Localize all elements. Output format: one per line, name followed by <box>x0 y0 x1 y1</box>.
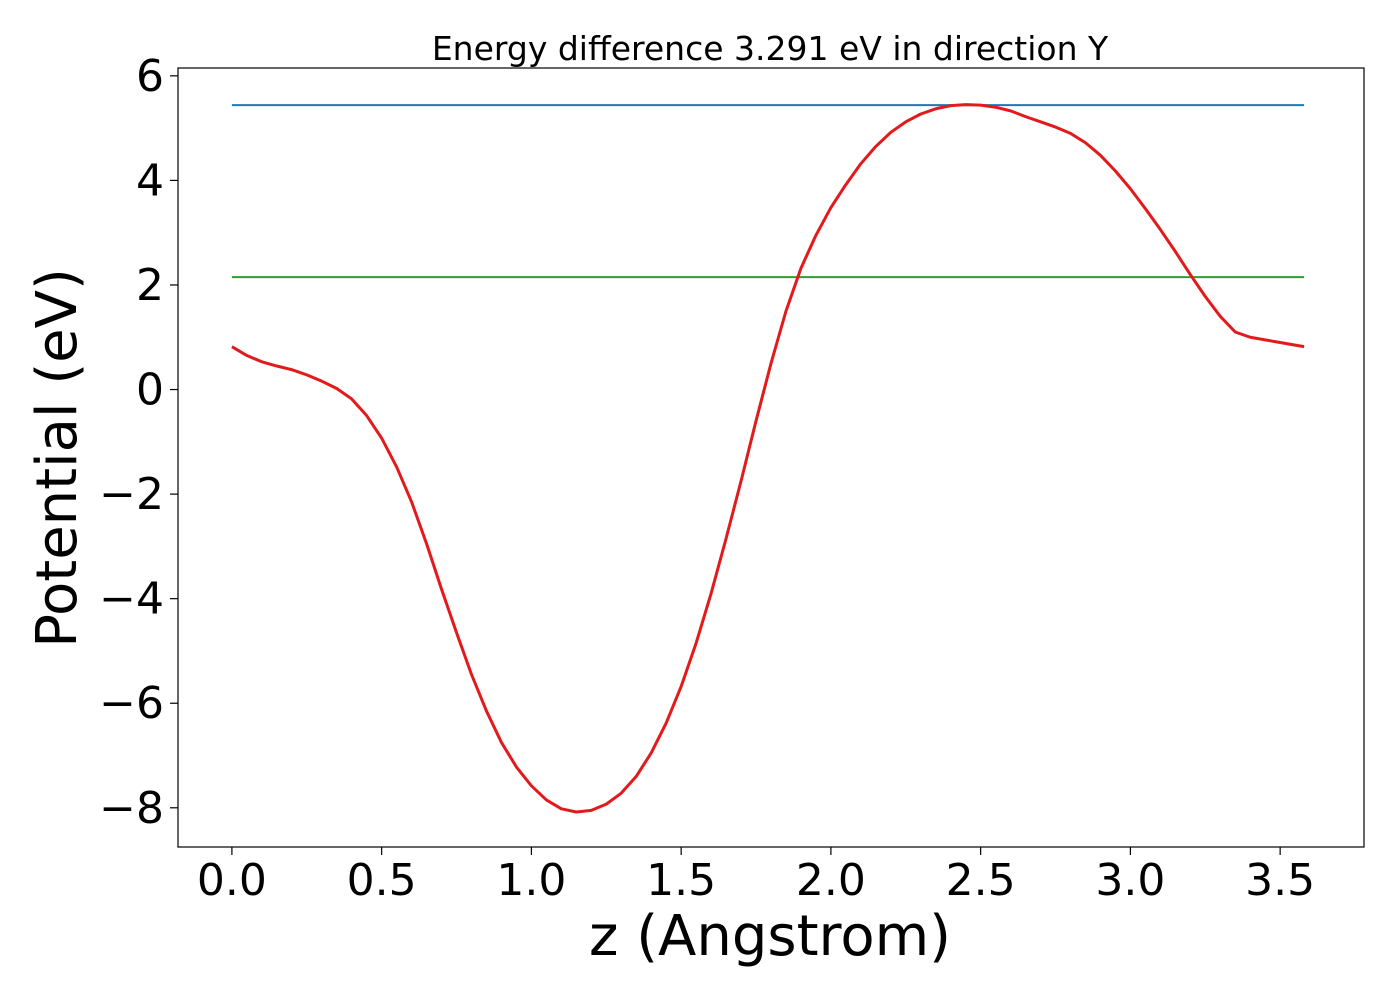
y-axis-label: Potential (eV) <box>25 268 90 648</box>
x-tick-label-1: 0.5 <box>347 855 417 906</box>
x-tick-label-4: 2.0 <box>796 855 866 906</box>
x-tick-label-7: 3.5 <box>1245 855 1315 906</box>
series-line-2 <box>231 103 1305 814</box>
y-tick-label-4: 0 <box>136 365 164 416</box>
y-tick-label-1: −6 <box>99 678 164 729</box>
y-tick-label-0: −8 <box>99 783 164 834</box>
x-tick-label-3: 1.5 <box>646 855 716 906</box>
y-tick-label-7: 6 <box>136 51 164 102</box>
y-tick-label-2: −4 <box>99 574 164 625</box>
x-tick-label-2: 1.0 <box>496 855 566 906</box>
chart-title: Energy difference 3.291 eV in direction … <box>432 29 1109 68</box>
x-tick-label-5: 2.5 <box>946 855 1016 906</box>
y-tick-label-5: 2 <box>136 260 164 311</box>
x-axis-label: z (Angstrom) <box>589 904 951 969</box>
y-tick-label-3: −2 <box>99 469 164 520</box>
y-tick-label-6: 4 <box>136 155 164 206</box>
plot-frame <box>177 67 1365 848</box>
x-tick-label-6: 3.0 <box>1095 855 1165 906</box>
x-tick-label-0: 0.0 <box>197 855 267 906</box>
plot-area: 0.0 0.5 1.0 1.5 2.0 2.5 3.0 3.5 −8 −6 −4 −2 0 2 4 6 <box>99 51 1365 906</box>
